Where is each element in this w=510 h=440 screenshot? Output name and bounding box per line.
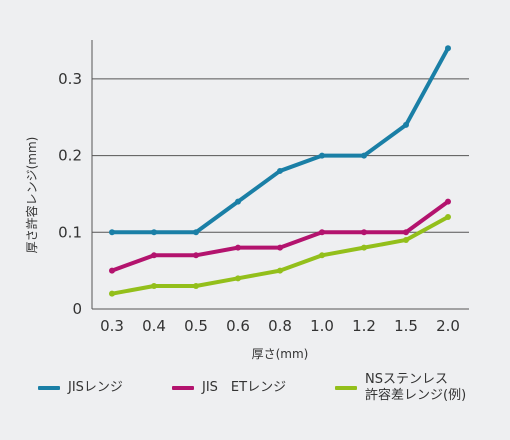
legend-label-jis: JISレンジ (68, 380, 123, 395)
legend: JISレンジ JIS ETレンジ NSステンレス 許容差レンジ(例) (0, 366, 510, 426)
legend-item-ns: NSステンレス 許容差レンジ(例) (335, 372, 466, 404)
legend-label-ns: NSステンレス 許容差レンジ(例) (365, 372, 467, 403)
x-tick-label: 2.0 (436, 317, 460, 335)
series-line (110, 199, 450, 273)
data-point (193, 252, 199, 259)
data-point (109, 290, 115, 297)
x-tick-label: 1.0 (310, 317, 334, 335)
series-2 (109, 213, 451, 297)
y-tick-label: 0.2 (58, 147, 82, 165)
x-tick-label: 1.2 (352, 317, 376, 335)
x-tick-label: 0.6 (226, 317, 250, 335)
data-point (445, 198, 451, 205)
data-point (235, 198, 241, 205)
x-tick-labels: 0.3 0.4 0.5 0.6 0.8 1.0 1.2 1.5 2.0 (100, 317, 460, 335)
y-tick-label: 0.1 (58, 223, 82, 241)
y-tick-label: 0.3 (58, 70, 82, 88)
line-chart: 0 0.1 0.2 0.3 0.3 0.4 0.5 0.6 0.8 1.0 1.2 1.5 2.0 厚… (24, 40, 469, 361)
legend-item-jis-et: JIS ETレンジ (172, 380, 286, 396)
y-tick-label: 0 (72, 300, 82, 318)
y-axis-label: 厚さ許容レンジ(mm) (24, 137, 39, 254)
data-point (277, 244, 283, 251)
x-tick-label: 0.4 (142, 317, 166, 335)
data-point (445, 213, 451, 220)
data-point (319, 152, 325, 159)
data-point (445, 45, 451, 52)
data-point (151, 282, 157, 289)
data-point (109, 267, 115, 274)
data-point (235, 275, 241, 282)
series-lines (109, 45, 451, 297)
grid-lines (92, 78, 469, 233)
data-point (403, 121, 409, 128)
data-point (403, 229, 409, 236)
data-point (319, 229, 325, 236)
data-point (361, 244, 367, 251)
data-point (361, 152, 367, 159)
data-point (403, 236, 409, 243)
series-0 (109, 45, 451, 236)
axes (91, 40, 469, 310)
data-point (277, 167, 283, 174)
data-point (193, 282, 199, 289)
data-point (319, 252, 325, 259)
x-tick-label: 1.5 (394, 317, 418, 335)
data-point (235, 244, 241, 251)
legend-item-jis: JISレンジ (38, 380, 123, 396)
series-1 (109, 198, 451, 274)
x-tick-label: 0.3 (100, 317, 124, 335)
legend-swatch-jis-et (172, 386, 194, 390)
x-tick-label: 0.5 (184, 317, 208, 335)
legend-swatch-ns (335, 386, 357, 390)
x-tick-label: 0.8 (268, 317, 292, 335)
data-point (277, 267, 283, 274)
data-point (151, 252, 157, 259)
y-tick-labels: 0 0.1 0.2 0.3 (58, 70, 82, 318)
legend-label-jis-et: JIS ETレンジ (202, 380, 287, 395)
legend-swatch-jis (38, 386, 60, 390)
data-point (193, 229, 199, 236)
x-axis-label: 厚さ(mm) (252, 347, 309, 361)
series-line (110, 46, 450, 235)
data-point (109, 229, 115, 236)
data-point (361, 229, 367, 236)
data-point (151, 229, 157, 236)
